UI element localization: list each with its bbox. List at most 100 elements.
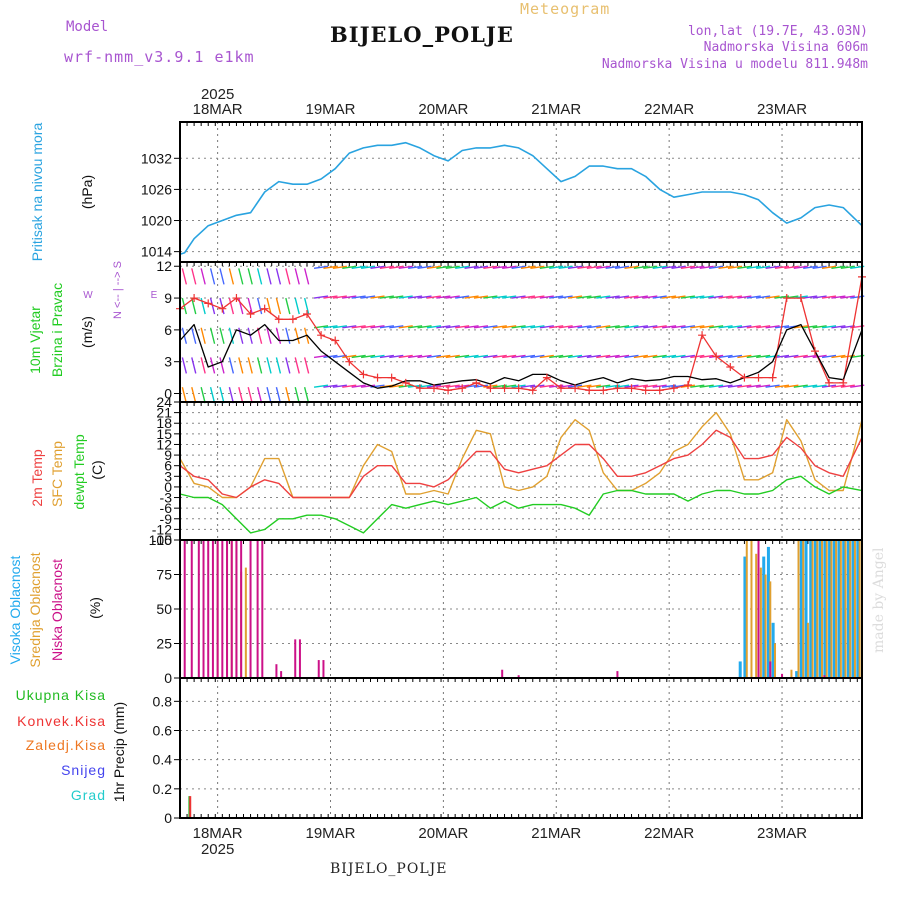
wind-barb (408, 325, 423, 329)
wind-barb (756, 384, 771, 388)
wind-barb (821, 265, 837, 270)
cloud-mid-bar (797, 540, 800, 678)
wind-unit: (m/s) (79, 316, 95, 348)
wind-barb (746, 325, 761, 329)
wind-barb (502, 354, 517, 359)
gust-marker (373, 373, 382, 382)
wind-barb (342, 384, 357, 388)
wind-barb (699, 265, 714, 270)
wind-barb (803, 295, 818, 299)
wind-barb (793, 325, 808, 329)
precip-conv-label: Konvek.Kisa (17, 713, 106, 729)
cloud-high-bar (799, 540, 803, 678)
wind-barb (652, 354, 667, 359)
cloud-mid-bar (790, 669, 793, 678)
wind-barb (596, 265, 611, 270)
cloud-mid-bar (821, 540, 824, 678)
precip-tick-label: 0.6 (153, 723, 173, 739)
wind-barb (228, 327, 235, 344)
wind-barb (228, 297, 235, 315)
temp-sfc-label: SFC Temp (49, 441, 65, 507)
wind-barb (671, 265, 686, 270)
cloud-low-bar (322, 660, 325, 678)
wind-barb (436, 325, 451, 329)
gust-marker (317, 331, 326, 340)
wind-barb (370, 325, 385, 329)
wind-barb (294, 327, 300, 344)
wind-barb (417, 265, 432, 270)
wind-tick-label: 9 (164, 290, 172, 306)
wind-barb (464, 265, 479, 270)
wind-barb (567, 325, 583, 329)
wind-barb (530, 325, 545, 329)
wind-barb (360, 265, 376, 270)
wind-barb (266, 327, 272, 344)
wind-barb (756, 295, 771, 299)
wind-barb (586, 295, 601, 299)
cloud-low-bar (240, 540, 243, 678)
wind-barb (360, 295, 376, 299)
gust-marker (556, 384, 565, 393)
wind-barb (765, 354, 780, 359)
cloud-mid-bar (839, 540, 842, 678)
day-label-bottom: 23MAR (757, 825, 807, 842)
wind-barb (784, 384, 799, 388)
wind-barb (549, 325, 564, 329)
cloud-high-bar (846, 540, 850, 678)
panel-frame (179, 121, 863, 263)
wind-barb (718, 354, 733, 359)
wind-barb (256, 268, 263, 285)
wind-barb (520, 325, 536, 329)
station-title: BIJELO_POLJE (330, 22, 514, 47)
wind-barb (492, 295, 507, 299)
wind-barb (520, 354, 536, 359)
wind-barb (511, 325, 526, 329)
cloud-low-bar (294, 639, 297, 678)
wind-barb (765, 265, 780, 270)
wind-barb (671, 354, 686, 359)
cloud-unit: (%) (87, 597, 103, 619)
cloud-high-bar (743, 556, 747, 678)
wind-barb (699, 354, 714, 359)
wind-barb (549, 354, 564, 359)
day-label-top: 21MAR (531, 101, 581, 118)
gust-marker (190, 294, 199, 303)
cloud-mid-bar (849, 540, 852, 678)
wind-barb (633, 384, 648, 388)
gust-marker (712, 352, 721, 361)
precip-unit: 1hr Precip (mm) (111, 702, 127, 802)
wind-barb (539, 325, 554, 329)
temp-tick-label: 21 (156, 405, 172, 421)
cloud-low-bar (216, 540, 219, 678)
wind-barb (398, 295, 413, 299)
wind-barb (737, 384, 752, 388)
temp-2m-line (179, 429, 863, 499)
gust-marker (796, 294, 805, 303)
gust-marker (359, 370, 368, 379)
gust-marker (655, 386, 664, 395)
pressure-tick-label: 1020 (141, 213, 172, 229)
wind-barb (840, 325, 855, 329)
wind-barb (633, 354, 648, 359)
temp-tick-label: -15 (152, 532, 172, 548)
year-label-bottom: 2025 (201, 841, 234, 858)
day-label-bottom: 19MAR (305, 825, 355, 842)
lonlat-label: lon,lat (19.7E, 43.03N) (687, 24, 868, 39)
day-label-top: 23MAR (757, 101, 807, 118)
wind-barb (191, 357, 197, 374)
wind-barb (436, 384, 451, 388)
wind-barb (520, 265, 536, 270)
wind-barb (699, 325, 714, 329)
wind-tick-label: 6 (164, 322, 172, 338)
wind-barb (821, 295, 837, 299)
temp-tick-label: 9 (164, 447, 172, 463)
wind-barb (530, 354, 545, 359)
gust-marker (401, 378, 410, 387)
wind-barb (238, 357, 244, 374)
wind-barb (774, 354, 790, 359)
cloud-high-bar (771, 622, 775, 678)
wind-barb (379, 325, 394, 329)
gust-marker (698, 331, 707, 340)
wind-barb (765, 325, 780, 329)
wind-barb (558, 325, 573, 329)
